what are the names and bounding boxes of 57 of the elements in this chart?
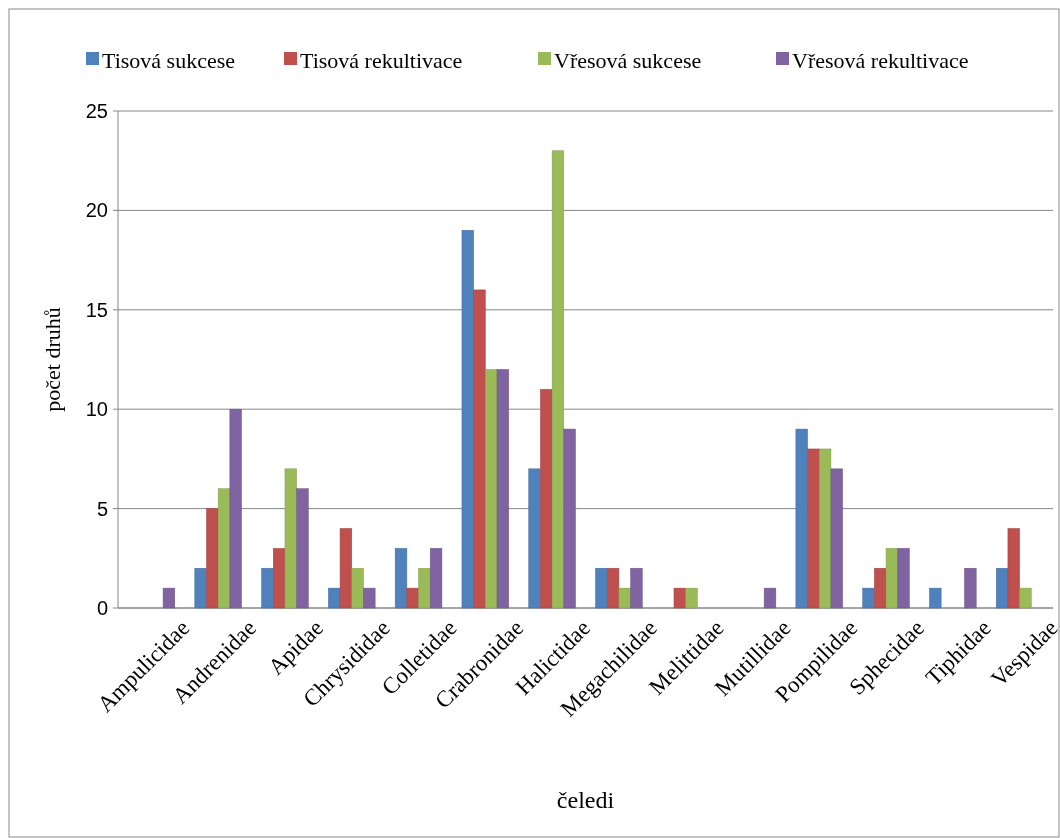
bar: [862, 587, 875, 609]
bar: [885, 548, 898, 609]
bar: [261, 567, 274, 609]
bar: [673, 587, 686, 609]
bar: [406, 587, 419, 609]
y-tick-label: 10: [85, 398, 108, 421]
bar: [563, 428, 576, 609]
bar: [929, 587, 942, 609]
legend-label: Tisová rekultivace: [300, 47, 463, 73]
y-axis-title: počet druhů: [40, 307, 65, 412]
bar: [394, 548, 408, 609]
bar: [685, 587, 698, 609]
bar: [528, 468, 541, 609]
bar: [964, 567, 977, 609]
bar: [194, 567, 207, 609]
y-tick-label: 25: [85, 100, 108, 122]
bar: [284, 468, 297, 609]
x-axis-title: čeledi: [556, 787, 615, 813]
bar: [162, 587, 176, 609]
bar: [339, 528, 352, 609]
bar: [606, 567, 620, 609]
bar: [897, 548, 910, 609]
bar: [795, 428, 808, 609]
bar: [1007, 528, 1020, 609]
y-tick-label: 15: [85, 298, 108, 321]
bar: [229, 408, 242, 609]
y-tick-label: 20: [85, 199, 108, 222]
bar: [473, 289, 486, 609]
bar: [618, 587, 631, 609]
legend-label: Vřesová sukcese: [554, 47, 702, 73]
bar: [819, 448, 832, 609]
bar: [485, 369, 498, 609]
y-tick-label: 5: [96, 497, 108, 520]
bar: [807, 448, 820, 609]
bar: [630, 567, 643, 609]
bar: [328, 587, 341, 609]
bar: [418, 567, 431, 609]
bar: [296, 488, 309, 609]
bar: [351, 567, 364, 609]
bar: [217, 488, 231, 609]
bar: [595, 567, 608, 609]
bar: [551, 150, 565, 609]
bar: [273, 548, 286, 609]
bar: [995, 567, 1009, 609]
bar: [206, 508, 219, 609]
bar: [763, 587, 777, 609]
bar: [496, 369, 509, 609]
legend-label: Tisová sukcese: [102, 47, 236, 73]
bar: [874, 567, 887, 609]
bar: [830, 468, 843, 609]
legend-label: Vřesová rekultivace: [792, 47, 969, 73]
bar: [461, 230, 474, 609]
y-tick-label: 0: [96, 597, 108, 619]
bar: [1019, 587, 1032, 609]
bar: [363, 587, 376, 609]
bar: [429, 548, 443, 609]
bar: [540, 389, 553, 609]
